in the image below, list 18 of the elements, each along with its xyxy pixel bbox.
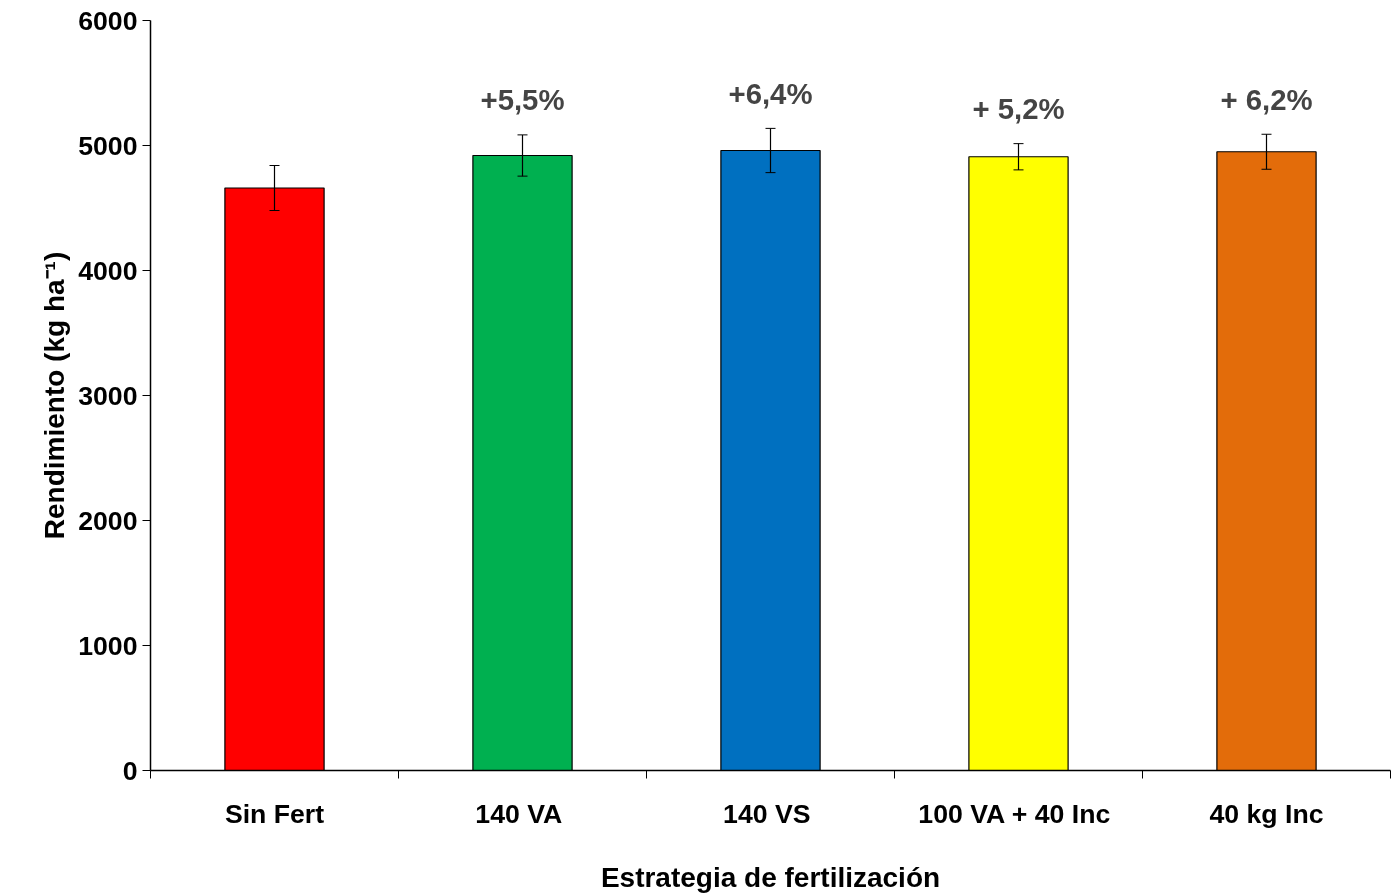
- x-tick-label: 140 VA: [475, 798, 563, 829]
- x-tick-label: Sin Fert: [224, 798, 325, 829]
- x-tick-label: 40 kg Inc: [1209, 798, 1324, 829]
- annotation: +6,4%: [728, 76, 813, 110]
- y-tick-label: 2000: [78, 505, 138, 536]
- x-tick-label: 100 VA + 40 Inc: [918, 798, 1111, 829]
- x-tick-label: 140 VS: [723, 798, 811, 829]
- y-tick-label: 6000: [78, 5, 138, 36]
- annotation: + 6,2%: [1220, 82, 1313, 116]
- y-tick-label: 0: [122, 755, 138, 786]
- y-tick-label: 3000: [78, 380, 138, 411]
- x-axis-title: Estrategia de fertilización: [600, 861, 941, 893]
- y-tick-label: 4000: [78, 255, 138, 286]
- annotation: + 5,2%: [972, 92, 1065, 126]
- y-tick-label: 5000: [78, 130, 138, 161]
- y-tick-label: 1000: [78, 630, 138, 661]
- y-axis-title: Rendimiento (kg ha⁻¹): [39, 251, 71, 540]
- annotation: +5,5%: [480, 83, 565, 117]
